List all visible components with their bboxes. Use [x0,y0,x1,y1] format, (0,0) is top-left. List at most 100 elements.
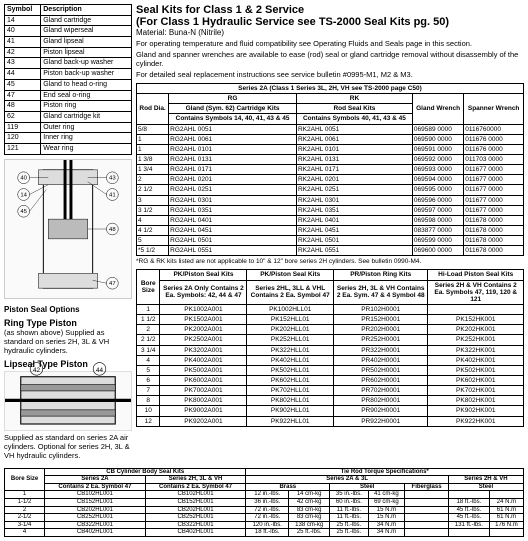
lipseal-note: Supplied as standard on series 2A air cy… [4,433,132,460]
table-cell: 011677 0000 [464,165,524,175]
svg-text:43: 43 [109,175,116,181]
table-cell: 083877 0000 [412,225,463,235]
table-cell: 45 [5,79,41,90]
pk-s1: Series 2HL, 3LL & VHL Contains 2 Ea. Sym… [247,280,333,304]
table-cell: 3 [137,195,169,205]
table-cell: 11 ft.-lbs. [330,506,368,514]
table-cell: 1 3/8 [137,154,169,164]
pk-bore-header: Bore Size [137,270,160,305]
table-cell: 25 ft.-lbs. [330,521,368,529]
table-cell: Gland lipseal [41,37,132,48]
table-cell: RG2AHL 0551 [169,246,297,256]
table-cell: 18 ft.-lbs. [246,529,289,537]
cb-s2a: Series 2A [45,476,146,484]
table-cell: PR502H0001 [333,365,428,375]
table-cell: 069597 0000 [412,205,463,215]
pk-s0: Series 2A Only Contains 2 Ea. Symbols: 4… [160,280,247,304]
pk-s3: Series 2H & VH Contains 2 Ea. Symbols 47… [428,280,524,304]
table-cell: PR702H0001 [333,386,428,396]
table-cell: CB322HL001 [45,521,146,529]
table-cell: Outer ring [41,122,132,133]
table-cell: 2 [137,175,169,185]
table-cell: 15 N.m [368,506,405,514]
para-bulletin: For detailed seal replacement instructio… [136,70,524,79]
footnote-rg-rk: *RG & RK kits listed are not applicable … [136,258,524,265]
table-cell: 41 cm-kg [368,491,405,499]
table-cell: PR102H0001 [333,304,428,314]
table-cell: RK2AHL 0351 [296,205,412,215]
cb-steel: Steel [330,483,405,491]
table-cell: 069599 0000 [412,236,463,246]
table-cell: 119 [5,122,41,133]
table-cell: 61 N.m [489,506,523,514]
table-cell: Wear ring [41,143,132,154]
table-cell: PK9202A001 [160,416,247,426]
symbol-description-table: Symbol Description 14Gland cartridge40Gl… [4,4,132,155]
table-cell: PK2502A001 [160,335,247,345]
table-cell: RG2AHL 0171 [169,165,297,175]
table-cell: 48 [5,101,41,112]
table-cell: 069590 0000 [412,134,463,144]
table-cell: CB322HL001 [145,521,246,529]
table-cell: PK1502A001 [160,315,247,325]
table-cell: PK702HLL01 [247,386,333,396]
table-cell: PR252H0001 [333,335,428,345]
table-cell: 44 [5,69,41,80]
table-cell: CB152HL001 [45,499,146,507]
table-cell: 1 [137,304,160,314]
table-cell: 40 [5,26,41,37]
table-cell: RK2AHL 0401 [296,215,412,225]
svg-text:42: 42 [33,367,41,374]
table-cell: Inner ring [41,133,132,144]
cb-contA: Contains 2 Ea. Symbol 47 [45,483,146,491]
table-cell: PK802HK001 [428,396,524,406]
table-cell: PK322HLL01 [247,345,333,355]
table-cell: 5/8 [137,124,169,134]
table-cell: 34 N.m [368,521,405,529]
table-cell: RK2AHL 0061 [296,134,412,144]
table-cell: 62 [5,111,41,122]
table-cell: 45 ft.-lbs. [448,514,489,522]
table-cell: 1 [137,134,169,144]
pk-h3: Hi-Load Piston Seal Kits [428,270,524,280]
table-cell: End seal o-ring [41,90,132,101]
table-cell: PR202H0001 [333,325,428,335]
rk-contains: Contains Symbols 40, 41, 43 & 45 [296,114,412,124]
table-cell: PK9002A001 [160,406,247,416]
table-cell: 011678 0000 [464,225,524,235]
table-cell: 069598 0000 [412,215,463,225]
table-cell: 35 in.-lbs. [330,491,368,499]
table-cell [405,514,449,522]
table-cell: PK152HLL01 [247,315,333,325]
table-cell: 2-1/2 [5,514,45,522]
table-cell: 4 [137,355,160,365]
table-cell: 069596 0000 [412,195,463,205]
table-cell: 069592 0000 [412,154,463,164]
table-cell [405,529,449,537]
table-cell: CB402HL001 [145,529,246,537]
table-cell: PK502HLL01 [247,365,333,375]
table-cell: RG2AHL 0401 [169,215,297,225]
table-cell: 069591 0000 [412,144,463,154]
table-cell: RK2AHL 0451 [296,225,412,235]
table-cell: 011677 0000 [464,195,524,205]
pk-h1: PK/Piston Seal Kits [247,270,333,280]
page-subtitle: (For Class 1 Hydraulic Service see TS-20… [136,16,524,28]
table-cell: 6 [137,375,160,385]
svg-text:14: 14 [20,192,27,198]
table-cell: RK2AHL 0201 [296,175,412,185]
table-cell: 61 N.m [489,514,523,522]
table-cell: 1 3/4 [137,165,169,175]
svg-text:47: 47 [109,281,116,287]
table-cell: 011677 0000 [464,205,524,215]
table-cell: RK2AHL 0251 [296,185,412,195]
table-cell: 5 [137,365,160,375]
pk-h2: PR/Piston Ring Kits [333,270,428,280]
table-cell: PK7002A001 [160,386,247,396]
table-cell: PK602HK001 [428,375,524,385]
cb-bore-header: Bore Size [5,468,45,491]
table-cell: PK402HK001 [428,355,524,365]
table-cell: RG2AHL 0451 [169,225,297,235]
table-cell: PK502HK001 [428,365,524,375]
table-cell: 45 ft.-lbs. [448,506,489,514]
